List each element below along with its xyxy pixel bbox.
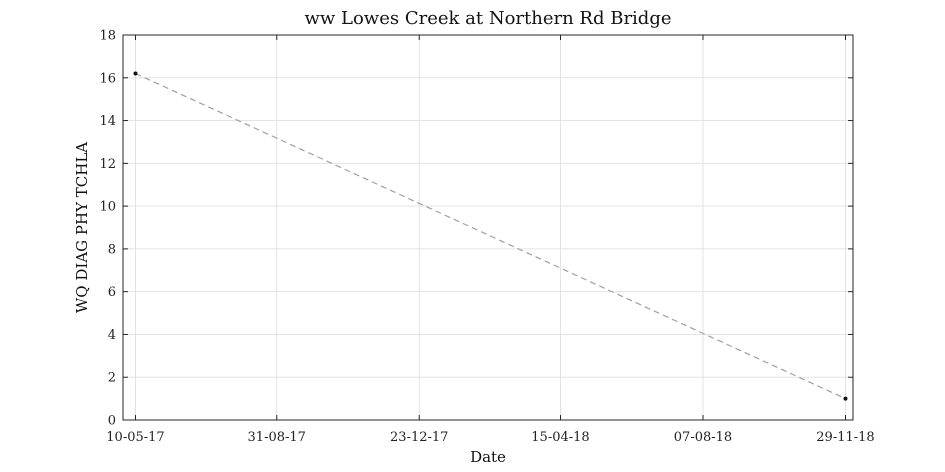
y-tick-label: 0 xyxy=(108,414,116,429)
plot-frame xyxy=(122,34,854,421)
tick-labels: 0 2 4 6 8 10 12 14 16 18 10-05-17 31-08-17 23-12-17 1… xyxy=(99,29,874,446)
y-tick-label: 12 xyxy=(99,157,116,172)
x-tick-label: 10-05-17 xyxy=(106,430,164,445)
y-tick-label: 14 xyxy=(99,114,116,129)
series-line xyxy=(135,72,846,400)
y-tick-label: 16 xyxy=(99,71,116,86)
y-tick-label: 2 xyxy=(108,371,116,386)
grid-lines xyxy=(123,35,853,420)
y-tick-label: 10 xyxy=(99,200,116,215)
y-tick-label: 18 xyxy=(99,29,116,44)
data-point xyxy=(133,71,138,76)
y-tick-label: 4 xyxy=(108,328,116,343)
x-tick-label: 23-12-17 xyxy=(390,430,448,445)
chart-title: ww Lowes Creek at Northern Rd Bridge xyxy=(304,8,671,29)
y-tick-label: 6 xyxy=(108,285,116,300)
axes xyxy=(122,34,854,421)
x-tick-label: 15-04-18 xyxy=(531,430,589,445)
series-layer xyxy=(133,71,848,401)
x-tick-label: 07-08-18 xyxy=(674,430,732,445)
x-tick-label: 29-11-18 xyxy=(816,430,874,445)
y-axis-label: WQ DIAG PHY TCHLA xyxy=(73,142,91,313)
y-tick-label: 8 xyxy=(108,242,116,257)
data-point xyxy=(843,396,848,401)
x-axis-label: Date xyxy=(470,448,506,466)
x-tick-label: 31-08-17 xyxy=(248,430,306,445)
